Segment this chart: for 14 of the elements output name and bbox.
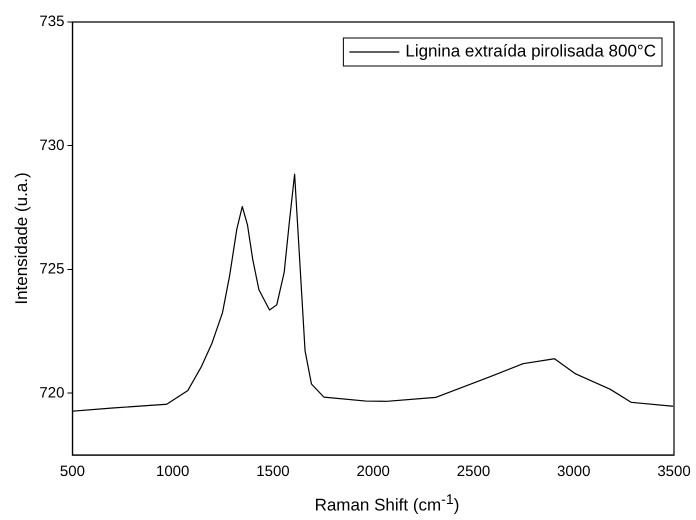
y-tick-label: 730 (39, 136, 64, 154)
x-tick-label: 500 (60, 463, 85, 480)
x-tick-label: 1500 (256, 463, 290, 480)
y-tick-label: 725 (39, 260, 64, 278)
x-tick-label: 2000 (356, 463, 390, 480)
x-tick-label: 1000 (156, 463, 190, 480)
x-tick-label: 3500 (657, 463, 691, 480)
x-tick-label: 3000 (557, 463, 590, 480)
y-axis-title: Intensidade (u.a.) (12, 172, 31, 305)
legend-label: Lignina extraída pirolisada 800°C (405, 42, 656, 61)
y-tick-label: 735 (39, 13, 64, 30)
y-tick-label: 720 (39, 384, 64, 402)
x-axis-title: Raman Shift (cm$^{-1}$) (314, 492, 460, 516)
x-tick-label: 2500 (456, 463, 490, 480)
